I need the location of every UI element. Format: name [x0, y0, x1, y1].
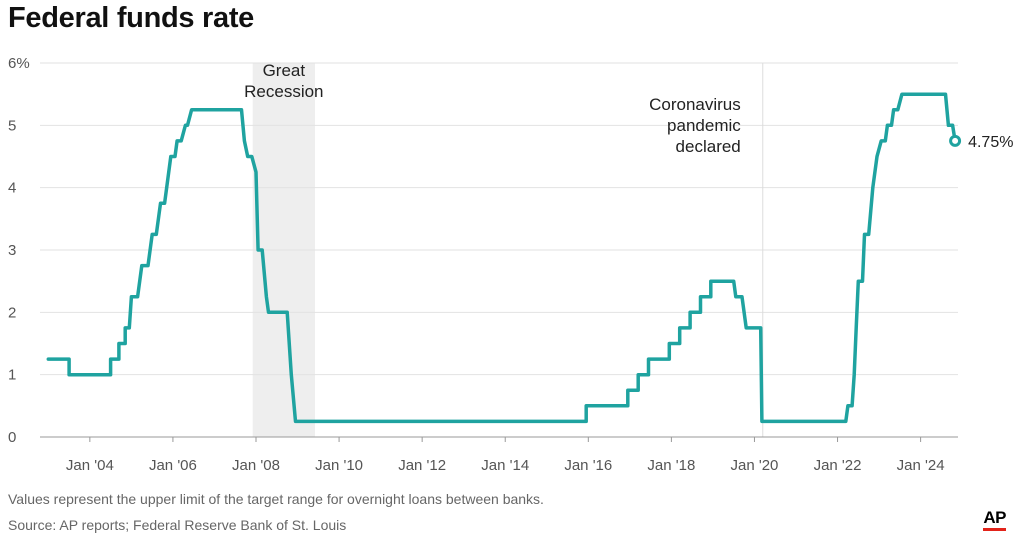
- y-tick-label: 1: [8, 367, 16, 384]
- y-tick-label: 3: [8, 242, 16, 259]
- chart-title: Federal funds rate: [8, 2, 254, 34]
- x-tick-label: Jan '10: [315, 457, 363, 474]
- end-value-label: 4.75%: [968, 134, 1013, 151]
- series-line-fed-funds-rate: [46, 92, 957, 424]
- x-tick-label: Jan '12: [398, 457, 446, 474]
- y-tick-label: 5: [8, 117, 16, 134]
- x-tick-label: Jan '06: [149, 457, 197, 474]
- x-tick-label: Jan '14: [481, 457, 529, 474]
- x-tick-label: Jan '24: [897, 457, 945, 474]
- x-tick-label: Jan '22: [814, 457, 862, 474]
- y-tick-label: 4: [8, 180, 16, 197]
- annotation-pandemic: Coronavirus: [649, 95, 741, 114]
- ap-logo: AP: [983, 508, 1006, 531]
- annotation-pandemic: declared: [676, 137, 741, 156]
- x-tick-label: Jan '08: [232, 457, 280, 474]
- chart-source: Source: AP reports; Federal Reserve Bank…: [8, 517, 347, 533]
- x-tick-label: Jan '18: [647, 457, 695, 474]
- x-tick-label: Jan '16: [564, 457, 612, 474]
- chart-plot: 0 1 2 3 4 5 6% Jan '04 Jan '06 Jan '08 Jan '10 Jan …: [8, 55, 1013, 474]
- x-tick-label: Jan '04: [66, 457, 114, 474]
- y-tick-label: 2: [8, 304, 16, 321]
- y-tick-label: 0: [8, 429, 16, 446]
- y-tick-label: 6%: [8, 55, 30, 72]
- annotation-great-recession: Recession: [244, 82, 323, 101]
- chart-note: Values represent the upper limit of the …: [8, 491, 544, 507]
- x-tick-label: Jan '20: [731, 457, 779, 474]
- annotation-great-recession: Great: [263, 61, 306, 80]
- annotation-pandemic: pandemic: [667, 116, 741, 135]
- end-point-marker: [949, 134, 962, 147]
